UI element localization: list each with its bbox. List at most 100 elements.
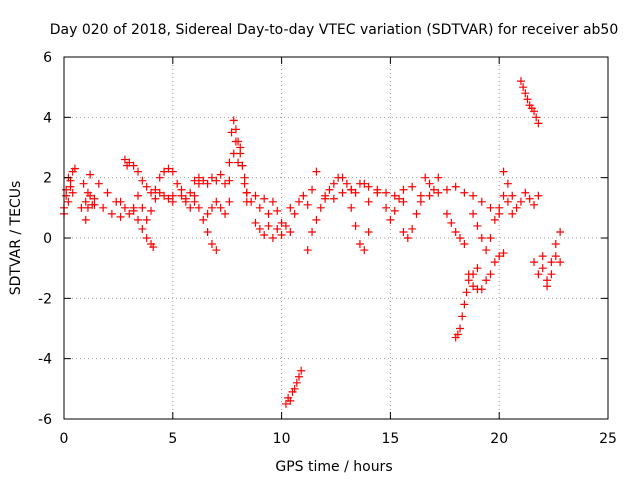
data-point	[160, 191, 169, 200]
data-point	[508, 209, 517, 218]
data-point	[551, 240, 560, 249]
data-point	[490, 215, 499, 224]
data-point	[316, 203, 325, 212]
data-point	[451, 227, 460, 236]
data-point	[247, 197, 256, 206]
data-point	[453, 330, 462, 339]
data-point	[251, 218, 260, 227]
data-point	[469, 209, 478, 218]
data-point	[530, 258, 539, 267]
y-tick-label: 2	[43, 171, 52, 187]
data-point	[425, 191, 434, 200]
data-point	[364, 182, 373, 191]
data-point	[212, 176, 221, 185]
data-point	[88, 200, 97, 209]
data-point	[151, 194, 160, 203]
data-point	[499, 249, 508, 258]
data-point	[221, 209, 230, 218]
data-point	[525, 194, 534, 203]
x-tick-label: 25	[599, 431, 617, 447]
data-point	[490, 258, 499, 267]
data-point	[240, 179, 249, 188]
series-arc14	[229, 137, 251, 206]
data-point	[203, 209, 212, 218]
data-point	[242, 188, 251, 197]
data-point	[225, 176, 234, 185]
data-point	[116, 212, 125, 221]
data-point	[116, 197, 125, 206]
data-point	[225, 158, 234, 167]
data-point	[516, 77, 525, 86]
data-point	[281, 221, 290, 230]
data-point	[86, 191, 95, 200]
data-point	[155, 173, 164, 182]
data-point	[207, 203, 216, 212]
data-point	[403, 234, 412, 242]
data-point	[70, 164, 79, 173]
data-point	[81, 197, 90, 206]
data-point	[255, 224, 264, 233]
data-point	[530, 200, 539, 209]
x-tick-label: 0	[60, 431, 69, 447]
data-point	[299, 191, 308, 200]
series-arc16	[251, 218, 295, 242]
data-point	[199, 176, 208, 185]
data-point	[181, 194, 190, 203]
data-point	[477, 234, 486, 242]
series-arc18	[286, 167, 321, 218]
data-point	[351, 188, 360, 197]
data-point	[268, 234, 277, 242]
data-point	[447, 218, 456, 227]
data-point	[460, 188, 469, 197]
series-arc05	[81, 191, 97, 224]
data-point	[149, 243, 158, 252]
data-point	[329, 179, 338, 188]
data-point	[464, 270, 473, 279]
data-point	[408, 224, 417, 233]
data-point	[90, 194, 99, 203]
data-point	[347, 185, 356, 194]
data-points	[60, 77, 565, 408]
data-point	[194, 173, 203, 182]
data-point	[64, 197, 73, 206]
series-arc27	[464, 249, 508, 294]
data-point	[173, 179, 182, 188]
data-point	[129, 203, 138, 212]
data-point	[79, 179, 88, 188]
data-point	[534, 119, 543, 128]
data-point	[231, 125, 240, 134]
x-tick-label: 10	[273, 431, 291, 447]
data-point	[186, 188, 195, 197]
series-arc23	[399, 173, 443, 242]
series-arc15	[242, 188, 286, 227]
data-point	[534, 191, 543, 200]
data-point	[142, 215, 151, 224]
data-point	[203, 227, 212, 236]
data-point	[229, 116, 238, 125]
data-point	[499, 167, 508, 176]
data-point	[325, 185, 334, 194]
data-point	[142, 182, 151, 191]
data-point	[216, 203, 225, 212]
data-point	[164, 164, 173, 173]
y-tick-label: 0	[43, 231, 52, 247]
data-point	[290, 209, 299, 218]
data-point	[469, 282, 478, 291]
data-point	[551, 252, 560, 261]
data-point	[277, 230, 286, 239]
data-point	[486, 234, 495, 242]
data-point	[273, 206, 282, 215]
data-point	[260, 230, 269, 239]
series-arc28	[469, 191, 517, 255]
data-point	[199, 215, 208, 224]
data-point	[547, 258, 556, 267]
data-point	[462, 288, 471, 297]
data-point	[338, 188, 347, 197]
data-point	[138, 176, 147, 185]
data-point	[364, 197, 373, 206]
data-point	[456, 324, 465, 333]
data-point	[295, 197, 304, 206]
data-point	[212, 246, 221, 255]
data-point	[308, 227, 317, 236]
